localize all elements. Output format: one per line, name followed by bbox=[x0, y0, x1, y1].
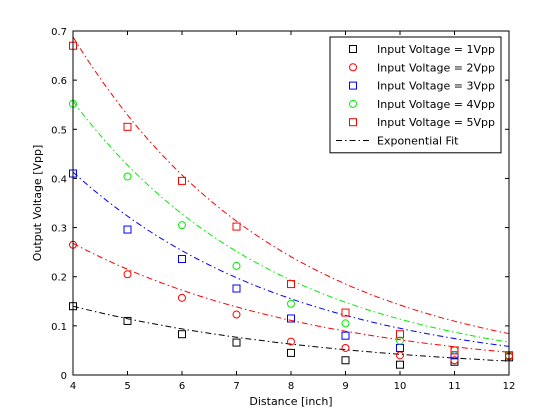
legend-marker bbox=[349, 99, 357, 108]
data-point bbox=[341, 319, 350, 328]
legend-marker bbox=[349, 45, 357, 53]
y-tick-label: 0.5 bbox=[51, 125, 67, 136]
data-point bbox=[450, 351, 459, 360]
x-tick-label: 8 bbox=[288, 381, 294, 392]
fit-curve bbox=[72, 242, 510, 353]
data-point bbox=[287, 314, 295, 323]
data-point bbox=[287, 280, 295, 289]
legend-label: Input Voltage = 5Vpp bbox=[377, 116, 495, 129]
axis-ticks: 4 5 6 7 8 9 10 11 12 0 0.1 0.2 0.3 0.4 0.5 0.6 0.7 bbox=[51, 27, 515, 392]
legend: Input Voltage = 1Vpp Input Voltage = 2Vpp… bbox=[329, 36, 502, 154]
x-tick-label: 11 bbox=[448, 381, 461, 392]
data-point bbox=[232, 222, 241, 231]
data-point bbox=[123, 316, 132, 325]
data-point bbox=[450, 346, 459, 355]
x-tick-label: 5 bbox=[124, 381, 130, 392]
data-point bbox=[178, 255, 186, 264]
legend-box bbox=[329, 36, 502, 154]
data-point bbox=[123, 122, 132, 131]
y-tick-label: 0.4 bbox=[51, 174, 67, 185]
legend-marker bbox=[349, 63, 357, 72]
data-point bbox=[178, 293, 186, 302]
data-point bbox=[123, 225, 132, 234]
data-point bbox=[123, 172, 132, 181]
x-tick-label: 9 bbox=[342, 381, 348, 392]
y-axis-title: Output Voltage [Vpp] bbox=[31, 145, 44, 262]
legend-marker bbox=[349, 118, 357, 127]
legend-label: Input Voltage = 1Vpp bbox=[377, 43, 495, 56]
data-point bbox=[341, 343, 350, 352]
x-tick-label: 4 bbox=[70, 381, 76, 392]
data-point bbox=[178, 330, 186, 339]
data-point bbox=[287, 348, 295, 357]
fit-curve bbox=[72, 36, 510, 335]
data-point bbox=[178, 221, 186, 230]
data-point bbox=[232, 284, 241, 293]
x-tick-label: 12 bbox=[503, 381, 516, 392]
data-point bbox=[396, 336, 404, 345]
legend-label: Input Voltage = 3Vpp bbox=[377, 80, 495, 93]
data-point bbox=[450, 356, 459, 365]
data-point bbox=[232, 338, 241, 347]
data-point bbox=[341, 356, 350, 365]
data-point bbox=[396, 360, 404, 369]
legend-label: Input Voltage = 4Vpp bbox=[377, 98, 495, 111]
x-tick-label: 10 bbox=[394, 381, 407, 392]
legend-marker bbox=[349, 81, 357, 90]
y-tick-label: 0.1 bbox=[51, 322, 67, 333]
data-markers bbox=[69, 41, 513, 369]
y-tick-label: 0.2 bbox=[51, 273, 67, 284]
data-point bbox=[341, 308, 350, 317]
y-tick-label: 0.6 bbox=[51, 76, 67, 87]
data-point bbox=[341, 331, 350, 340]
fit-curve bbox=[72, 305, 510, 362]
legend-label: Exponential Fit bbox=[377, 135, 459, 148]
data-point bbox=[232, 261, 241, 270]
x-tick-label: 6 bbox=[179, 381, 185, 392]
y-tick-label: 0.3 bbox=[51, 224, 67, 235]
data-point bbox=[232, 310, 241, 319]
y-tick-label: 0.7 bbox=[51, 27, 67, 38]
data-point bbox=[287, 337, 295, 346]
data-point bbox=[287, 299, 295, 308]
y-tick-label: 0 bbox=[61, 371, 67, 382]
data-point bbox=[396, 330, 404, 339]
data-point bbox=[123, 270, 132, 279]
x-axis-title: Distance [inch] bbox=[249, 395, 332, 408]
x-tick-label: 7 bbox=[233, 381, 239, 392]
legend-label: Input Voltage = 2Vpp bbox=[377, 61, 495, 74]
data-point bbox=[178, 176, 186, 185]
